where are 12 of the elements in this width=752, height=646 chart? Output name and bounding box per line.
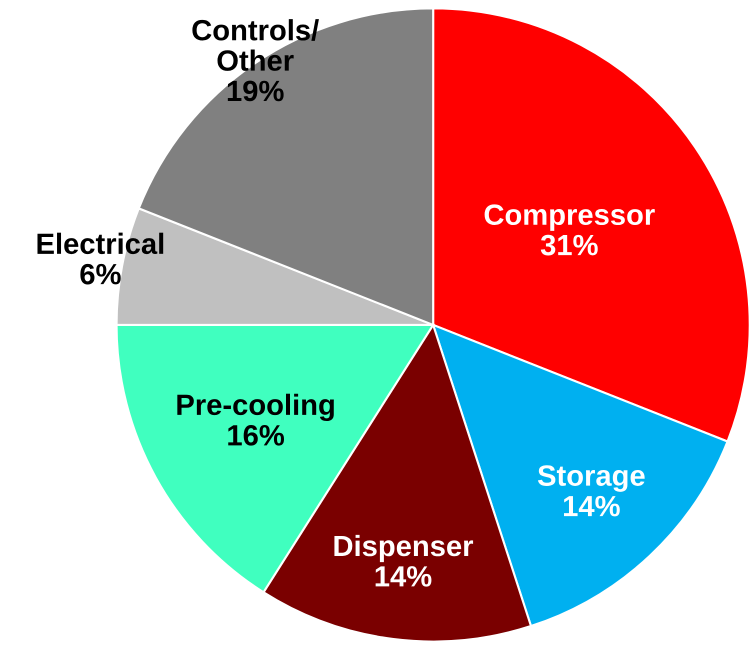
data-label: 6% (80, 264, 121, 284)
slice-label: Dispenser (334, 534, 474, 562)
slice-label: Pre-cooling (177, 394, 334, 422)
data-label: 14% (376, 566, 432, 587)
data-label: 31% (540, 234, 598, 256)
data-label: 14% (564, 496, 620, 516)
slice-label: Controls/ Other (192, 19, 319, 71)
slice-label: Storage (538, 465, 645, 492)
slice-label: Compressor (484, 204, 655, 231)
data-label: 19% (228, 80, 284, 102)
data-label: 16% (228, 424, 284, 446)
slice-label: Electrical (37, 232, 164, 254)
